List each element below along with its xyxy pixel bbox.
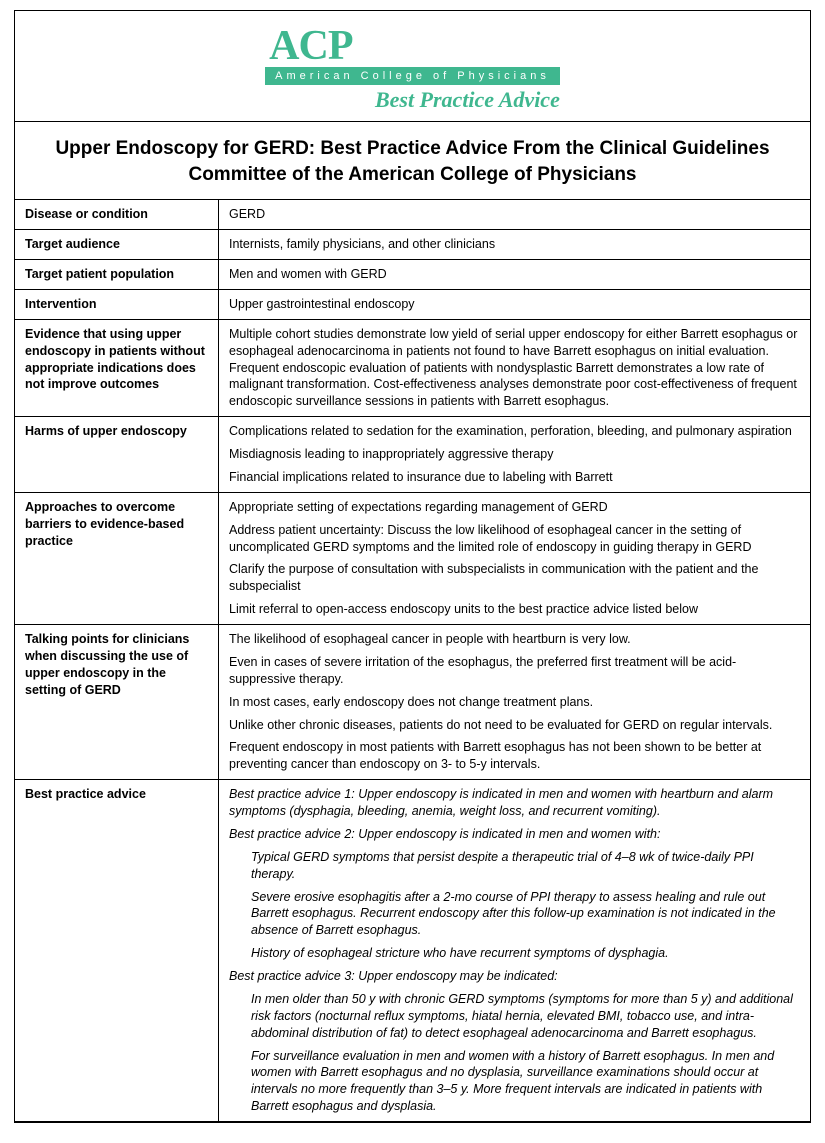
talking-line: Even in cases of severe irritation of th… xyxy=(229,654,800,688)
value-bpa: Best practice advice 1: Upper endoscopy … xyxy=(219,780,811,1122)
title-cell: Upper Endoscopy for GERD: Best Practice … xyxy=(15,122,810,200)
bpa-line: Severe erosive esophagitis after a 2-mo … xyxy=(251,889,800,940)
label-population: Target patient population xyxy=(15,260,219,290)
value-disease: GERD xyxy=(219,200,811,229)
label-audience: Target audience xyxy=(15,230,219,260)
value-population: Men and women with GERD xyxy=(219,260,811,290)
value-intervention: Upper gastrointestinal endoscopy xyxy=(219,289,811,319)
label-bpa: Best practice advice xyxy=(15,780,219,1122)
bpa-line: For surveillance evaluation in men and w… xyxy=(251,1048,800,1116)
harms-line: Financial implications related to insura… xyxy=(229,469,800,486)
talking-line: Frequent endoscopy in most patients with… xyxy=(229,739,800,773)
row-evidence: Evidence that using upper endoscopy in p… xyxy=(15,319,810,416)
talking-line: In most cases, early endoscopy does not … xyxy=(229,694,800,711)
row-disease: Disease or condition GERD xyxy=(15,200,810,229)
value-talking-points: The likelihood of esophageal cancer in p… xyxy=(219,625,811,780)
label-disease: Disease or condition xyxy=(15,200,219,229)
bpa-line: In men older than 50 y with chronic GERD… xyxy=(251,991,800,1042)
harms-line: Complications related to sedation for th… xyxy=(229,423,800,440)
bpa-line: Best practice advice 2: Upper endoscopy … xyxy=(229,826,800,843)
logo-header: ACP American College of Physicians Best … xyxy=(15,11,810,122)
document-frame: ACP American College of Physicians Best … xyxy=(14,10,811,1123)
bpa-line: History of esophageal stricture who have… xyxy=(251,945,800,962)
value-audience: Internists, family physicians, and other… xyxy=(219,230,811,260)
label-evidence: Evidence that using upper endoscopy in p… xyxy=(15,319,219,416)
label-harms: Harms of upper endoscopy xyxy=(15,417,219,493)
bpa-line: Typical GERD symptoms that persist despi… xyxy=(251,849,800,883)
label-approaches: Approaches to overcome barriers to evide… xyxy=(15,492,219,624)
logo-full-name: American College of Physicians xyxy=(265,67,560,85)
label-intervention: Intervention xyxy=(15,289,219,319)
document-title: Upper Endoscopy for GERD: Best Practice … xyxy=(55,136,770,187)
approach-line: Appropriate setting of expectations rega… xyxy=(229,499,800,516)
row-talking-points: Talking points for clinicians when discu… xyxy=(15,625,810,780)
row-approaches: Approaches to overcome barriers to evide… xyxy=(15,492,810,624)
logo-subtitle: Best Practice Advice xyxy=(265,87,560,113)
harms-line: Misdiagnosis leading to inappropriately … xyxy=(229,446,800,463)
bpa-line: Best practice advice 1: Upper endoscopy … xyxy=(229,786,800,820)
acp-logo: ACP American College of Physicians Best … xyxy=(265,25,560,113)
row-audience: Target audience Internists, family physi… xyxy=(15,230,810,260)
approach-line: Limit referral to open-access endoscopy … xyxy=(229,601,800,618)
content-table: Disease or condition GERD Target audienc… xyxy=(15,200,810,1122)
row-population: Target patient population Men and women … xyxy=(15,260,810,290)
label-talking-points: Talking points for clinicians when discu… xyxy=(15,625,219,780)
talking-line: The likelihood of esophageal cancer in p… xyxy=(229,631,800,648)
bpa-line: Best practice advice 3: Upper endoscopy … xyxy=(229,968,800,985)
approach-line: Clarify the purpose of consultation with… xyxy=(229,561,800,595)
row-best-practice-advice: Best practice advice Best practice advic… xyxy=(15,780,810,1122)
row-harms: Harms of upper endoscopy Complications r… xyxy=(15,417,810,493)
value-approaches: Appropriate setting of expectations rega… xyxy=(219,492,811,624)
page: ACP American College of Physicians Best … xyxy=(0,0,825,1143)
value-evidence: Multiple cohort studies demonstrate low … xyxy=(219,319,811,416)
logo-abbrev: ACP xyxy=(269,25,560,67)
talking-line: Unlike other chronic diseases, patients … xyxy=(229,717,800,734)
row-intervention: Intervention Upper gastrointestinal endo… xyxy=(15,289,810,319)
value-harms: Complications related to sedation for th… xyxy=(219,417,811,493)
approach-line: Address patient uncertainty: Discuss the… xyxy=(229,522,800,556)
